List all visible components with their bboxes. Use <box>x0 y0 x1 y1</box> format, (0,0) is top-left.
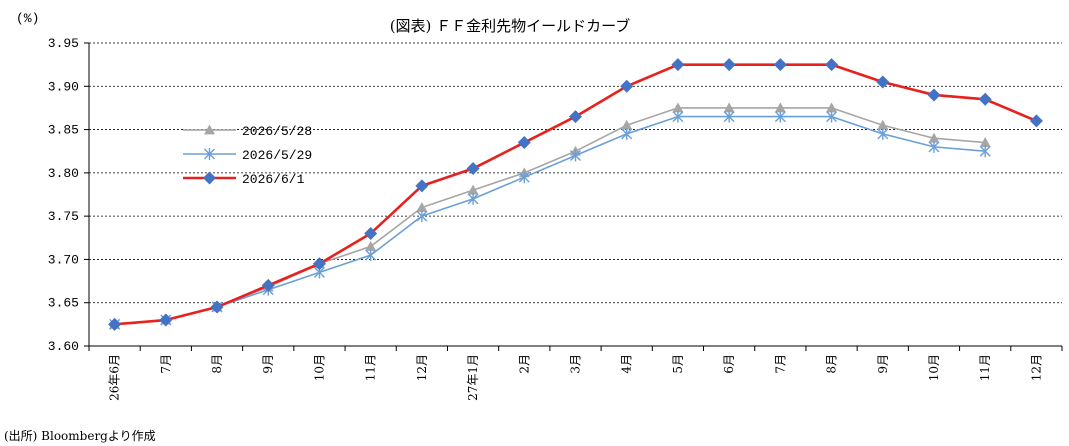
data-point-diamond <box>312 257 326 271</box>
data-point-diamond <box>364 226 378 240</box>
data-point-triangle <box>877 119 889 130</box>
data-point-diamond <box>927 88 941 102</box>
axes: 3.95 3.90 3.85 3.80 3.75 3.70 3.65 3.60 26年6月 7月 8… <box>48 36 1063 401</box>
data-point-triangle <box>979 137 991 147</box>
data-point-diamond <box>569 110 582 124</box>
y-tick-label: 3.65 <box>48 296 79 311</box>
data-point-diamond <box>159 313 173 327</box>
data-point-triangle <box>365 240 377 251</box>
x-tick-label: 10月 <box>927 354 941 381</box>
x-tick-label: 8月 <box>210 354 224 374</box>
x-tick-label: 4月 <box>620 354 634 374</box>
data-point-asterisk <box>723 110 735 123</box>
x-tick-label: 6月 <box>722 354 736 374</box>
x-tick-label: 9月 <box>876 354 890 374</box>
y-axis-unit: (%) <box>16 11 39 26</box>
data-point-asterisk <box>928 140 940 153</box>
y-tick-label: 3.95 <box>48 36 79 51</box>
x-tick-label: 27年1月 <box>466 354 480 401</box>
y-tick-label: 3.70 <box>48 252 79 267</box>
data-point-asterisk <box>365 249 377 262</box>
data-point-triangle <box>723 102 735 113</box>
data-point-asterisk <box>570 149 581 162</box>
x-tick-label: 5月 <box>671 354 685 374</box>
data-point-asterisk <box>204 148 215 160</box>
data-point-diamond <box>773 58 787 72</box>
series-2 <box>108 58 1043 331</box>
x-tick-label: 7月 <box>159 354 173 374</box>
data-point-diamond <box>108 317 122 331</box>
data-point-diamond <box>203 171 216 185</box>
data-point-asterisk <box>621 127 633 140</box>
chart-title: (図表) ＦＦ金利先物イールドカーブ <box>390 17 631 35</box>
data-point-triangle <box>774 102 786 113</box>
data-point-triangle <box>416 201 428 212</box>
series-line <box>114 107 986 326</box>
data-point-triangle <box>467 184 479 195</box>
x-tick-label: 10月 <box>312 354 326 381</box>
data-point-asterisk <box>826 110 838 123</box>
series-layer <box>108 58 1043 331</box>
legend: 2026/5/28 2026/5/29 2026/6/1 <box>183 124 312 187</box>
source-note: (出所) Bloombergより作成 <box>4 429 156 443</box>
y-tick-label: 3.60 <box>48 339 79 354</box>
data-point-diamond <box>722 58 736 72</box>
data-point-diamond <box>261 278 275 292</box>
data-point-asterisk <box>518 171 530 184</box>
data-point-triangle <box>204 124 215 135</box>
data-point-diamond <box>671 58 685 72</box>
series-line <box>114 115 986 326</box>
data-point-asterisk <box>672 110 684 123</box>
data-point-diamond <box>415 179 429 193</box>
data-point-asterisk <box>416 210 428 223</box>
x-tick-label: 2月 <box>517 354 531 374</box>
x-tick-label: 12月 <box>415 354 429 381</box>
legend-label: 2026/6/1 <box>242 172 305 187</box>
data-point-asterisk <box>467 192 479 205</box>
x-tick-label: 12月 <box>1029 354 1043 381</box>
data-point-diamond <box>978 92 992 106</box>
x-tick-label: 11月 <box>978 354 992 381</box>
data-point-triangle <box>621 119 633 130</box>
data-point-triangle <box>826 102 838 113</box>
data-point-triangle <box>672 102 684 113</box>
legend-label: 2026/5/29 <box>242 148 312 163</box>
y-tick-label: 3.90 <box>48 79 79 94</box>
x-tick-label: 11月 <box>364 354 378 381</box>
data-point-asterisk <box>979 145 991 158</box>
y-tick-label: 3.80 <box>48 166 79 181</box>
y-tick-label: 3.75 <box>48 209 79 224</box>
data-point-diamond <box>517 136 531 150</box>
data-point-asterisk <box>877 127 889 140</box>
x-tick-label: 7月 <box>773 354 787 374</box>
data-point-diamond <box>466 162 480 176</box>
data-point-triangle <box>928 132 940 143</box>
data-point-diamond <box>825 58 839 72</box>
data-point-diamond <box>620 79 634 93</box>
y-tick-label: 3.85 <box>48 123 79 138</box>
data-point-diamond <box>1029 114 1043 128</box>
data-point-asterisk <box>774 110 786 123</box>
gridlines <box>89 42 1062 304</box>
x-tick-label: 26年6月 <box>108 354 122 401</box>
series-line <box>114 63 1037 326</box>
x-tick-label: 8月 <box>825 354 839 374</box>
data-point-diamond <box>210 300 224 314</box>
x-tick-label: 3月 <box>569 354 583 374</box>
x-tick-label: 9月 <box>261 354 275 374</box>
data-point-diamond <box>876 75 890 89</box>
legend-label: 2026/5/28 <box>242 124 312 139</box>
